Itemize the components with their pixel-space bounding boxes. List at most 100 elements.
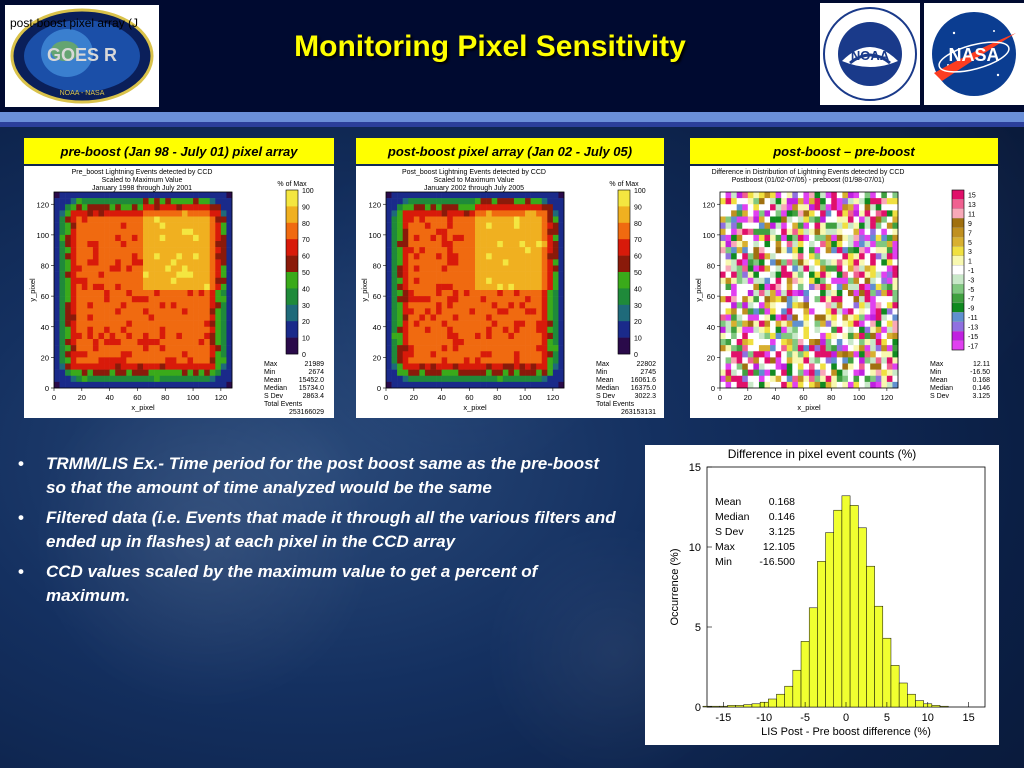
heatmap-cell — [148, 351, 155, 358]
heatmap-cell — [204, 241, 211, 248]
heatmap-cell — [148, 357, 155, 364]
heatmap-cell — [402, 247, 409, 254]
heatmap-cell — [104, 381, 110, 389]
heatmap-cell — [502, 277, 509, 285]
heatmap-cell — [154, 198, 160, 205]
stat-label: Median — [930, 385, 953, 392]
heatmap-cell — [513, 216, 520, 223]
heatmap-cell — [397, 332, 403, 340]
heatmap-cell — [76, 369, 83, 377]
heatmap-cell — [115, 369, 122, 377]
heatmap-cell — [408, 302, 415, 309]
heatmap-cell — [547, 308, 554, 315]
heatmap-cell — [159, 326, 166, 334]
heatmap-cell — [731, 253, 737, 260]
heatmap-cell — [413, 198, 420, 205]
heatmap-cell — [187, 320, 194, 328]
heatmap-cell — [391, 210, 398, 217]
heatmap-cell — [76, 283, 83, 291]
heatmap-cell — [70, 339, 77, 346]
heatmap-cell — [820, 296, 826, 303]
heatmap-cell — [148, 332, 155, 340]
heatmap-cell — [386, 308, 392, 315]
heatmap-cell — [475, 326, 481, 334]
slide-title: Monitoring Pixel Sensitivity — [294, 30, 686, 63]
heatmap-cell — [731, 320, 737, 328]
heatmap-cell — [181, 320, 188, 328]
heatmap-cell — [809, 210, 815, 217]
heatmap-cell — [59, 369, 66, 377]
heatmap-cell — [758, 198, 765, 205]
heatmap-cell — [452, 204, 459, 211]
heatmap-cell — [413, 216, 420, 223]
heatmap-cell — [508, 345, 515, 352]
heatmap-cell — [753, 241, 760, 248]
heatmap-cell — [491, 326, 498, 334]
heatmap-cell — [165, 339, 172, 346]
heatmap-cell — [797, 302, 804, 309]
heatmap-cell — [770, 210, 776, 217]
colorbar-segment — [951, 189, 965, 200]
colorbar-tick-label: 80 — [634, 221, 642, 228]
heatmap-cell — [519, 228, 526, 236]
heatmap-cell — [853, 326, 860, 334]
heatmap-cell — [76, 247, 83, 254]
heatmap-cell — [541, 339, 548, 346]
heatmap-cell — [430, 290, 437, 297]
heatmap-cell — [81, 363, 88, 370]
heatmap-cell — [809, 216, 815, 223]
heatmap-cell — [491, 198, 498, 205]
heatmap-cell — [508, 234, 515, 242]
heatmap-cell — [76, 296, 83, 303]
heatmap-cell — [864, 271, 871, 279]
heatmap-cell — [530, 265, 537, 272]
heatmap-cell — [881, 192, 888, 199]
heatmap-cell — [126, 234, 133, 242]
heatmap-cell — [187, 253, 194, 260]
heatmap-cell — [781, 357, 788, 364]
heatmap-cell — [70, 369, 77, 377]
heatmap-cell — [747, 234, 754, 242]
heatmap-cell — [402, 265, 409, 272]
heatmap-cell — [859, 339, 865, 346]
heatmap-cell — [463, 192, 470, 199]
heatmap-cell — [54, 210, 60, 217]
heatmap-cell — [176, 277, 183, 285]
heatmap-cell — [814, 345, 821, 352]
heatmap-cell — [725, 259, 732, 266]
heatmap-cell — [193, 326, 199, 334]
heatmap-cell — [513, 357, 520, 364]
heatmap-cell — [452, 234, 459, 242]
heatmap-cell — [386, 265, 392, 272]
heatmap-cell — [486, 283, 492, 291]
heatmap-cell — [87, 222, 94, 230]
heatmap-cell — [413, 277, 420, 285]
heatmap-cell — [408, 369, 415, 377]
stat-value: 2674 — [308, 369, 324, 376]
heatmap-cell — [109, 308, 116, 315]
heatmap-cell — [781, 192, 788, 199]
heatmap-cell — [148, 222, 155, 230]
heatmap-cell — [159, 253, 166, 260]
heatmap-cell — [463, 320, 470, 328]
heatmap-cell — [137, 375, 144, 383]
heatmap-cell — [397, 351, 403, 358]
heatmap-cell — [87, 216, 94, 223]
heatmap-cell — [430, 381, 437, 389]
heatmap-cell — [859, 326, 865, 334]
heatmap-cell — [148, 210, 155, 217]
heatmap-cell — [870, 222, 877, 230]
heatmap-cell — [165, 222, 172, 230]
heatmap-cell — [803, 241, 810, 248]
heatmap-cell — [120, 277, 127, 285]
heatmap-cell — [115, 345, 122, 352]
heatmap-cell — [758, 339, 765, 346]
heatmap-cell — [731, 381, 737, 389]
heatmap-cell — [408, 271, 415, 279]
heatmap-cell — [547, 351, 554, 358]
heatmap-cell — [853, 265, 860, 272]
colorbar-tick-label: 11 — [968, 212, 975, 219]
heatmap-cell — [198, 192, 205, 199]
heatmap-cell — [475, 228, 481, 236]
heatmap-cell — [436, 192, 442, 199]
